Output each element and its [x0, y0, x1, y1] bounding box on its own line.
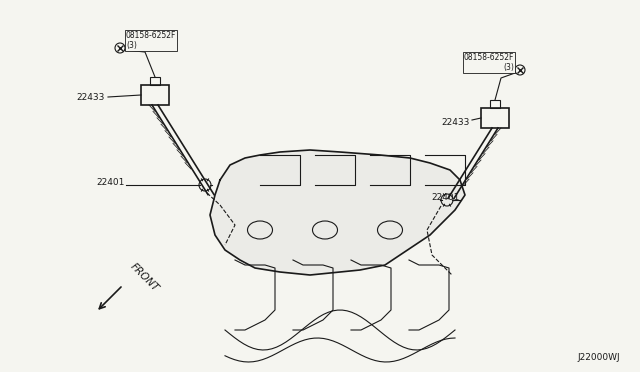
- Text: J22000WJ: J22000WJ: [577, 353, 620, 362]
- Bar: [481, 108, 509, 128]
- Text: 22433: 22433: [442, 118, 470, 127]
- Text: 22433: 22433: [77, 93, 105, 102]
- Text: FRONT: FRONT: [128, 262, 160, 294]
- Bar: [141, 85, 169, 105]
- Bar: [150, 77, 160, 85]
- Text: 08158-6252F
(3): 08158-6252F (3): [126, 31, 177, 50]
- Polygon shape: [210, 150, 465, 275]
- Text: 22401: 22401: [97, 178, 125, 187]
- Text: 08158-6252F
(3): 08158-6252F (3): [463, 52, 514, 72]
- Bar: [490, 100, 500, 108]
- Text: 22401: 22401: [431, 193, 460, 202]
